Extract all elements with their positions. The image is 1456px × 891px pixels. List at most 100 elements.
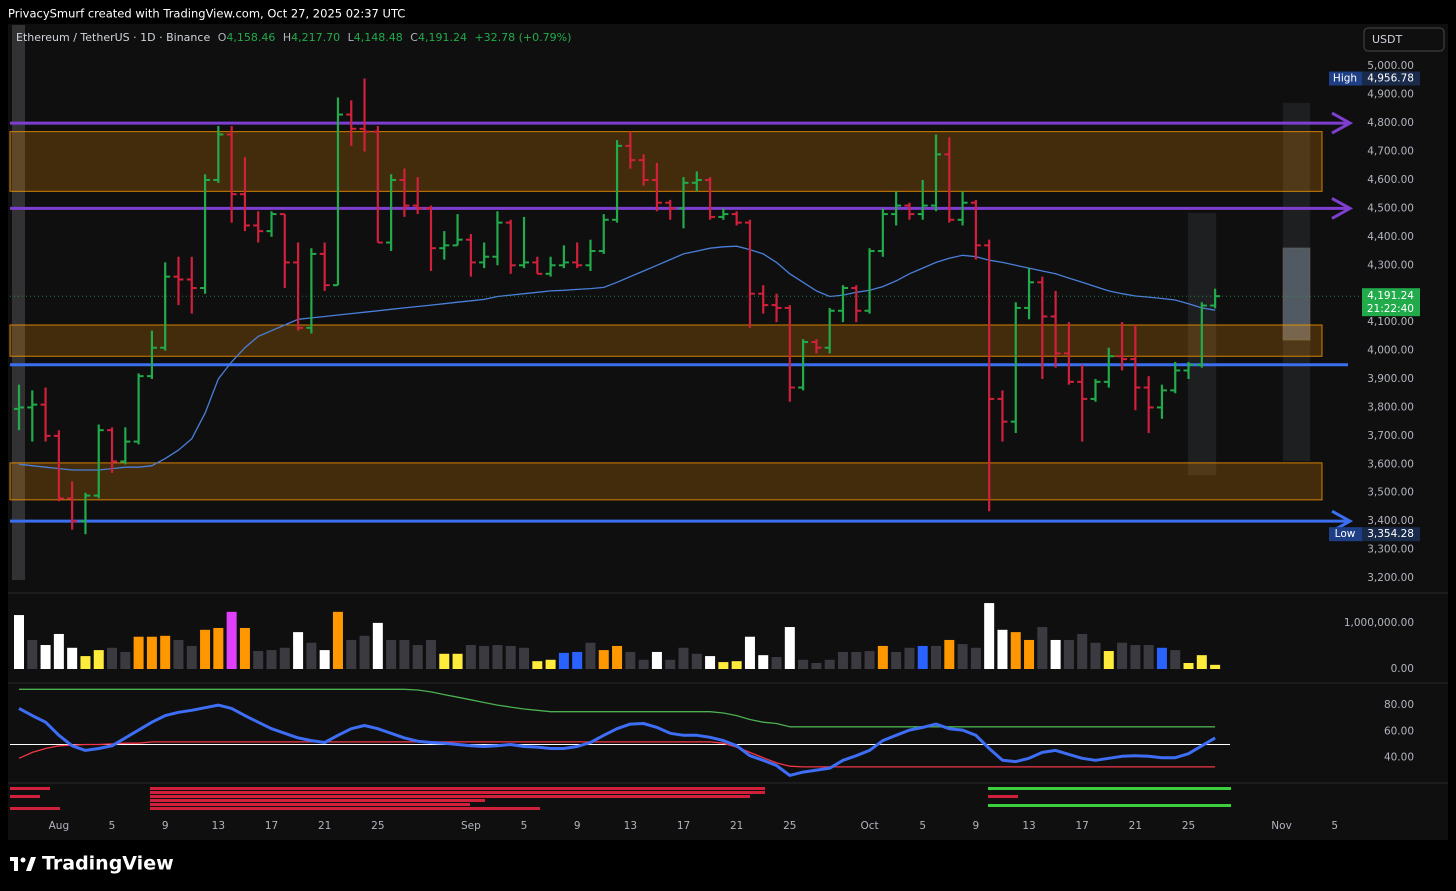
level-arrow xyxy=(1331,111,1354,135)
volume-bar xyxy=(1143,645,1154,669)
y-tick-label: 4,600.00 xyxy=(1367,174,1414,186)
volume-bar xyxy=(877,645,888,669)
volume-bar xyxy=(598,650,609,669)
zone xyxy=(9,324,1323,357)
symbol: Ethereum / TetherUS · 1D · Binance xyxy=(16,31,210,44)
x-tick-label: 13 xyxy=(212,820,225,832)
volume-bar xyxy=(67,647,78,669)
volume-bar xyxy=(293,632,304,669)
volume-bar xyxy=(572,651,583,669)
legend-value: 4,158.46 xyxy=(226,31,275,44)
y-tick-label: 4,800.00 xyxy=(1367,117,1414,129)
marker-value: 3,354.28 xyxy=(1367,528,1414,540)
projection-box xyxy=(1283,103,1310,461)
y-tick-label: 40.00 xyxy=(1384,752,1414,764)
volume-bar xyxy=(771,657,782,669)
volume-bar xyxy=(944,639,955,669)
marker-name: Low xyxy=(1335,528,1356,540)
marker-value-bg xyxy=(1362,71,1420,86)
volume-bar xyxy=(53,633,64,669)
volume-bar xyxy=(1130,645,1141,669)
volume-bar xyxy=(160,635,171,669)
volume-bar xyxy=(678,647,689,669)
volume-bar xyxy=(492,645,503,669)
volume-bar xyxy=(1103,651,1114,669)
x-tick-label: 25 xyxy=(371,820,384,832)
x-tick-label: 21 xyxy=(1129,820,1142,832)
currency[interactable]: USDT xyxy=(1372,33,1403,46)
volume-bar xyxy=(1210,664,1221,669)
volume-bar xyxy=(705,656,716,669)
volume-bar xyxy=(1196,655,1207,669)
marker-value: 4,956.78 xyxy=(1367,73,1414,85)
volume-bar xyxy=(479,645,490,669)
y-tick-label: 3,700.00 xyxy=(1367,430,1414,442)
oscillator-line xyxy=(19,688,1216,728)
y-tick-label: 4,100.00 xyxy=(1367,316,1414,328)
countdown: 21:22:40 xyxy=(1367,303,1414,315)
volume-bar xyxy=(93,650,104,669)
volume-bar xyxy=(40,645,51,669)
y-tick-label: 4,400.00 xyxy=(1367,231,1414,243)
legend: Ethereum / TetherUS · 1D · Binance O4,15… xyxy=(16,31,571,44)
y-tick-label: 3,800.00 xyxy=(1367,401,1414,413)
x-tick-label: 5 xyxy=(919,820,926,832)
volume-bar xyxy=(891,651,902,669)
legend-key: L xyxy=(348,31,355,44)
volume-bar xyxy=(1077,633,1088,669)
volume-bar xyxy=(80,656,91,669)
volume-bar xyxy=(1170,650,1181,669)
volume-bar xyxy=(931,645,942,669)
volume-bar xyxy=(731,661,742,669)
branding: TradingView xyxy=(42,853,174,875)
volume-bar xyxy=(651,651,662,669)
volume-bar xyxy=(864,651,875,669)
volume-bar xyxy=(452,653,463,669)
volume-bar xyxy=(505,645,516,669)
volume-bar xyxy=(213,627,224,669)
y-tick-label: 4,500.00 xyxy=(1367,202,1414,214)
x-tick-label: 21 xyxy=(730,820,743,832)
x-tick-label: 5 xyxy=(521,820,528,832)
legend-value: 4,148.48 xyxy=(354,31,403,44)
volume-bar xyxy=(1024,639,1035,669)
marker-name: High xyxy=(1333,73,1357,85)
last-price-bg xyxy=(1362,288,1420,317)
volume-bar xyxy=(1050,639,1061,669)
volume-bar xyxy=(465,645,476,669)
volume-bar xyxy=(1090,642,1101,669)
volume-bar xyxy=(585,642,596,669)
volume-bar xyxy=(519,647,530,669)
logo xyxy=(10,857,36,871)
volume-bar xyxy=(532,661,543,669)
volume-bar xyxy=(1010,632,1021,669)
y-tick-label: 0.00 xyxy=(1391,663,1414,675)
last-price: 4,191.24 xyxy=(1367,290,1414,302)
x-tick-label: Aug xyxy=(49,820,70,832)
volume-bar xyxy=(758,655,769,669)
volume-bar xyxy=(239,627,250,669)
legend-value: 4,191.24 xyxy=(418,31,467,44)
x-tick-label: 21 xyxy=(318,820,331,832)
volume-bar xyxy=(625,651,636,669)
y-tick-label: 3,600.00 xyxy=(1367,458,1414,470)
zone xyxy=(9,131,1323,192)
x-tick-label: 5 xyxy=(109,820,116,832)
volume-bar xyxy=(439,653,450,669)
volume-bar xyxy=(811,663,822,669)
y-tick-label: 3,200.00 xyxy=(1367,572,1414,584)
y-tick-label: 4,900.00 xyxy=(1367,89,1414,101)
x-tick-label: 17 xyxy=(1076,820,1089,832)
y-tick-label: 80.00 xyxy=(1384,699,1414,711)
legend-key: C xyxy=(410,31,418,44)
volume-bar xyxy=(346,639,357,669)
y-tick-label: 3,400.00 xyxy=(1367,515,1414,527)
legend-key: O xyxy=(218,31,227,44)
volume-bar xyxy=(1156,647,1167,669)
x-tick-label: Oct xyxy=(860,820,878,832)
x-tick-label: Sep xyxy=(461,820,481,832)
y-tick-label: 4,000.00 xyxy=(1367,345,1414,357)
currency-button[interactable] xyxy=(1363,27,1445,52)
